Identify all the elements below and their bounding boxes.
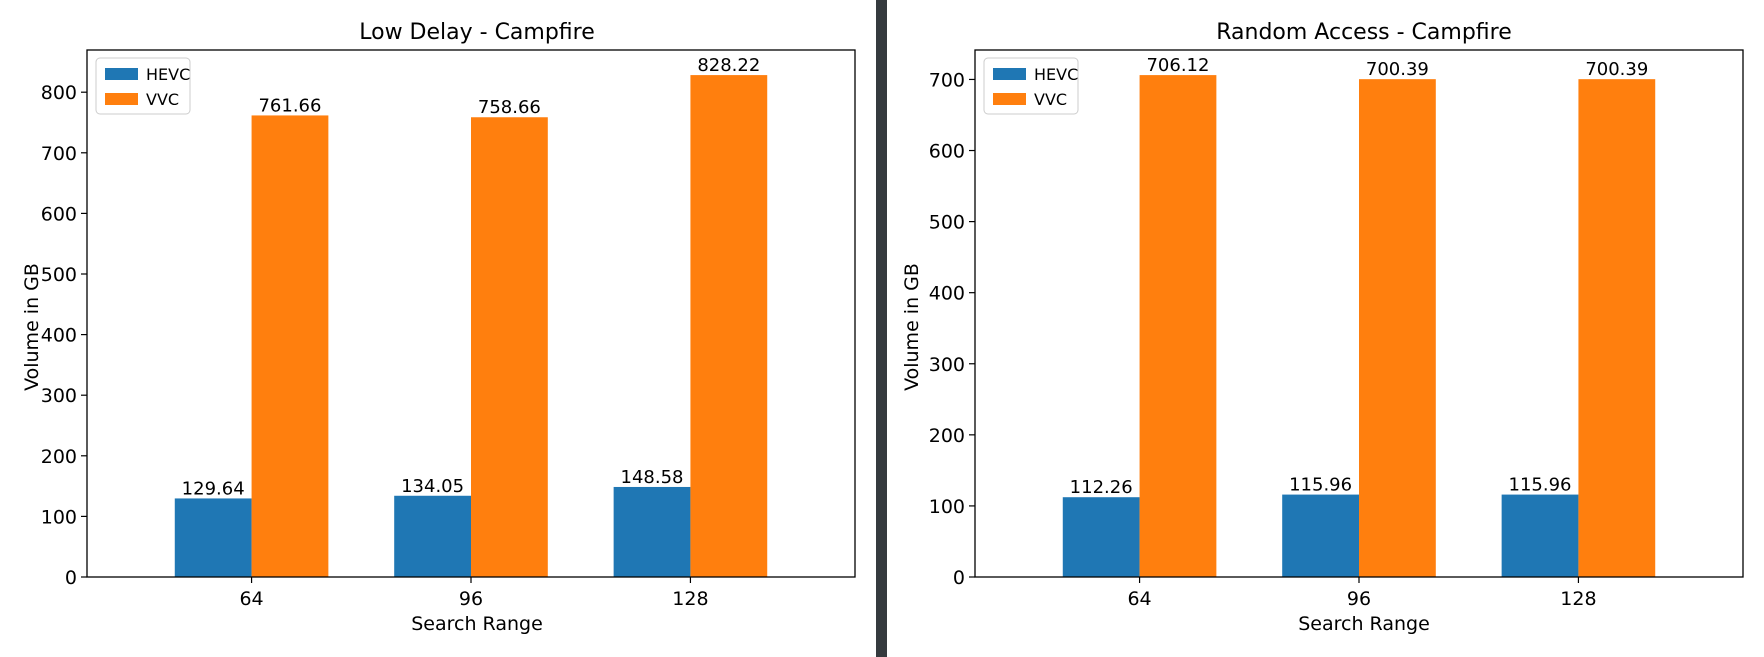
data-label: 758.66: [478, 97, 541, 118]
data-label: 761.66: [258, 95, 321, 116]
x-tick-label: 96: [1347, 588, 1371, 610]
data-label: 112.26: [1070, 477, 1133, 498]
legend-label: HEVC: [1034, 65, 1078, 84]
bar-vvc: [1359, 79, 1436, 577]
legend: HEVC VVC: [95, 57, 191, 115]
chart-title: Random Access - Campfire: [1216, 20, 1512, 45]
bar-hevc: [613, 486, 691, 577]
data-label: 115.96: [1289, 475, 1352, 496]
x-axis-label: Search Range: [411, 613, 543, 635]
bar-vvc: [251, 115, 329, 577]
bar-vvc: [471, 117, 548, 578]
x-tick-label: 128: [672, 588, 708, 610]
y-tick-label: 300: [41, 385, 77, 407]
bar-hevc: [1062, 497, 1140, 577]
plot-area: 112.26 115.96 115.96 706.12 700.39 700.39 64 96…: [929, 49, 1744, 610]
data-label: 115.96: [1509, 475, 1572, 496]
y-tick-label: 0: [65, 567, 77, 589]
bar-hevc: [394, 495, 471, 577]
bar-hevc: [1501, 494, 1579, 577]
data-label: 828.22: [697, 55, 760, 76]
data-label: 700.39: [1585, 59, 1648, 80]
x-tick-label: 64: [1127, 588, 1151, 610]
y-tick-label: 800: [41, 82, 77, 104]
y-tick-label: 600: [929, 141, 965, 163]
y-tick-label: 300: [929, 354, 965, 376]
y-tick-label: 200: [929, 425, 965, 447]
y-axis-label: Volume in GB: [21, 263, 43, 391]
y-tick-label: 0: [953, 567, 965, 589]
y-tick-label: 700: [41, 143, 77, 165]
panel-divider: [876, 0, 887, 657]
legend-label: VVC: [146, 90, 179, 109]
chart-low-delay: Low Delay - Campfire Search Range Volume…: [21, 20, 856, 635]
bar-vvc: [1139, 75, 1217, 577]
legend-swatch-vvc: [105, 93, 138, 105]
x-tick-label: 96: [459, 588, 483, 610]
y-tick-label: 600: [41, 203, 77, 225]
legend-swatch-hevc: [105, 68, 138, 80]
y-tick-label: 100: [929, 496, 965, 518]
legend-swatch-vvc: [993, 93, 1026, 105]
data-label: 148.58: [621, 467, 684, 488]
legend-label: VVC: [1034, 90, 1067, 109]
y-axis-label: Volume in GB: [901, 263, 923, 391]
chart-title: Low Delay - Campfire: [359, 20, 595, 45]
x-tick-label: 64: [239, 588, 263, 610]
legend: HEVC VVC: [983, 57, 1079, 115]
bar-vvc: [1578, 79, 1656, 577]
x-tick-label: 128: [1560, 588, 1596, 610]
legend-swatch-hevc: [993, 68, 1026, 80]
y-tick-label: 100: [41, 506, 77, 528]
data-label: 700.39: [1366, 59, 1429, 80]
legend-label: HEVC: [146, 65, 190, 84]
bar-hevc: [1282, 494, 1359, 577]
bar-vvc: [690, 75, 768, 577]
data-label: 129.64: [182, 478, 245, 499]
plot-area: 129.64 134.05 148.58 761.66 758.66 828.22 64 96…: [41, 49, 856, 610]
y-tick-label: 500: [41, 264, 77, 286]
data-label: 706.12: [1146, 55, 1209, 76]
y-tick-label: 400: [41, 325, 77, 347]
y-tick-label: 700: [929, 69, 965, 91]
y-tick-label: 400: [929, 283, 965, 305]
x-axis-label: Search Range: [1298, 613, 1430, 635]
chart-random-access: Random Access - Campfire Search Range Vo…: [901, 20, 1744, 635]
bar-hevc: [174, 498, 252, 577]
data-label: 134.05: [401, 476, 464, 497]
y-tick-label: 200: [41, 446, 77, 468]
y-tick-label: 500: [929, 212, 965, 234]
